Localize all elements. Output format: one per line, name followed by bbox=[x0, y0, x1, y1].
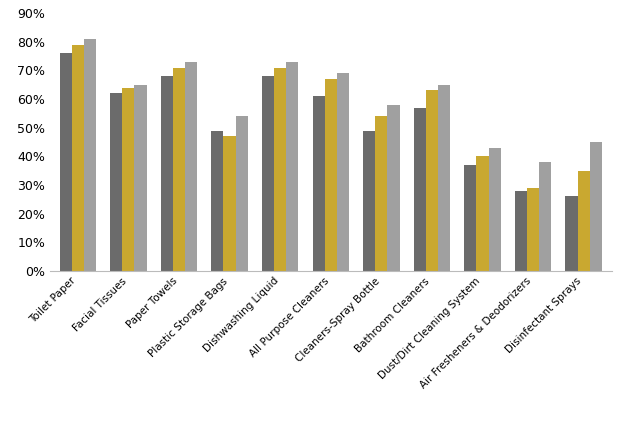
Bar bbox=[464, 165, 477, 271]
Bar bbox=[212, 131, 223, 271]
Bar bbox=[515, 191, 527, 271]
Bar bbox=[313, 96, 324, 271]
Bar bbox=[527, 188, 539, 271]
Bar bbox=[590, 142, 602, 271]
Bar bbox=[236, 116, 248, 271]
Bar bbox=[426, 90, 438, 271]
Bar bbox=[324, 79, 337, 271]
Bar bbox=[539, 162, 552, 271]
Bar bbox=[122, 87, 134, 271]
Bar bbox=[375, 116, 388, 271]
Bar bbox=[438, 85, 450, 271]
Bar bbox=[134, 85, 147, 271]
Bar bbox=[223, 136, 236, 271]
Bar bbox=[59, 53, 72, 271]
Bar bbox=[286, 62, 298, 271]
Bar bbox=[262, 76, 274, 271]
Bar bbox=[578, 171, 590, 271]
Bar bbox=[414, 108, 426, 271]
Bar bbox=[388, 105, 399, 271]
Bar bbox=[72, 45, 84, 271]
Bar bbox=[363, 131, 375, 271]
Bar bbox=[477, 156, 489, 271]
Bar bbox=[110, 94, 122, 271]
Bar bbox=[185, 62, 197, 271]
Bar bbox=[173, 68, 185, 271]
Bar bbox=[84, 39, 96, 271]
Bar bbox=[274, 68, 286, 271]
Bar bbox=[161, 76, 173, 271]
Bar bbox=[489, 148, 500, 271]
Bar bbox=[337, 73, 349, 271]
Bar bbox=[565, 197, 578, 271]
